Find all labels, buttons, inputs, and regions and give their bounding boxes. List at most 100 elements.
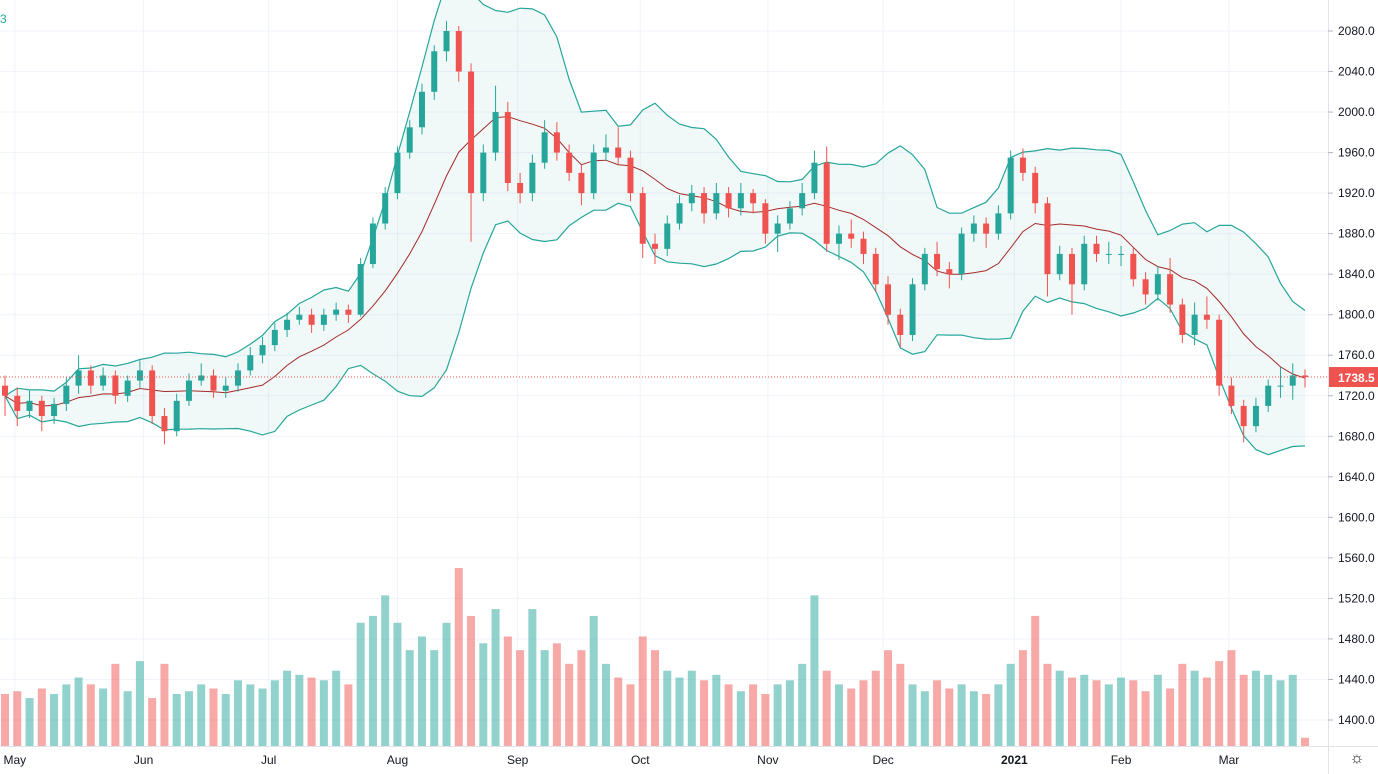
candle-body xyxy=(443,31,450,52)
candle-body xyxy=(811,162,818,194)
candle-body xyxy=(308,314,315,325)
candle-body xyxy=(578,172,585,194)
candle xyxy=(848,219,855,248)
x-tick-label: Jul xyxy=(261,753,276,767)
candle xyxy=(1252,397,1259,433)
y-tick-label: 1400.0 xyxy=(1338,713,1375,727)
candle xyxy=(1216,314,1223,396)
volume-bar xyxy=(37,688,46,746)
volume-bar xyxy=(1215,661,1224,746)
candle-body xyxy=(431,51,438,92)
candle-body xyxy=(1093,243,1100,254)
candle-body xyxy=(701,193,708,214)
volume-bar xyxy=(405,650,414,746)
candle xyxy=(87,365,94,394)
candle-body xyxy=(75,370,82,386)
candle-body xyxy=(995,213,1002,234)
candle xyxy=(51,397,58,425)
candle xyxy=(100,367,107,391)
candle-body xyxy=(1167,274,1174,305)
candle-body xyxy=(1007,157,1014,214)
candle-body xyxy=(983,223,990,234)
volume-bar xyxy=(197,684,206,746)
candle-body xyxy=(284,319,291,330)
candle-body xyxy=(602,147,609,153)
candle-body xyxy=(517,182,524,194)
volume-bar xyxy=(148,698,157,746)
candle xyxy=(1019,148,1026,181)
candle xyxy=(247,347,254,376)
candle-body xyxy=(627,157,634,194)
candle-body xyxy=(112,375,119,396)
candle xyxy=(970,215,977,242)
candle-body xyxy=(333,309,340,315)
band-fill xyxy=(5,0,1305,455)
y-tick-label: 1640.0 xyxy=(1338,470,1375,484)
candle-body xyxy=(750,193,757,204)
volume-bar xyxy=(626,684,635,746)
candle-body xyxy=(786,208,793,224)
y-tick-label: 1840.0 xyxy=(1338,267,1375,281)
candle xyxy=(382,187,389,230)
candle-body xyxy=(860,238,867,254)
volume-bar xyxy=(1,693,9,746)
candle xyxy=(455,25,462,82)
volume-bar xyxy=(1067,677,1076,746)
candle xyxy=(1081,235,1088,291)
candle-body xyxy=(713,193,720,214)
candle-body xyxy=(652,243,658,249)
candle xyxy=(149,365,156,425)
volume-bar xyxy=(1227,650,1236,746)
candle xyxy=(578,164,585,206)
volume-bar xyxy=(687,670,696,746)
price-axis-border xyxy=(1328,0,1329,774)
volume-bar xyxy=(601,663,610,746)
volume-bar xyxy=(319,680,328,746)
candle-body xyxy=(762,203,769,234)
candle-body xyxy=(823,162,830,244)
candle xyxy=(934,241,941,277)
candle xyxy=(1167,257,1174,313)
candle-body xyxy=(737,193,744,209)
y-tick-label: 1560.0 xyxy=(1338,551,1375,565)
candle xyxy=(1105,241,1112,265)
volume-bar xyxy=(1276,680,1285,746)
volume-bar xyxy=(368,615,377,746)
volume-bar xyxy=(1141,691,1150,746)
candle-body xyxy=(480,152,487,194)
candle-body xyxy=(1191,314,1198,335)
candle xyxy=(492,85,499,161)
volume-bar xyxy=(675,677,684,746)
x-tick-label: May xyxy=(3,753,26,767)
volume-bar xyxy=(246,684,255,746)
candle-body xyxy=(369,223,376,265)
x-tick-label: Oct xyxy=(631,753,650,767)
volume-bar xyxy=(749,684,758,746)
candle-body xyxy=(271,329,278,346)
volume-bar xyxy=(847,688,856,746)
candle xyxy=(823,146,830,252)
candle xyxy=(639,187,646,258)
candle xyxy=(504,101,511,192)
candle xyxy=(1007,150,1014,220)
candle xyxy=(553,122,560,161)
settings-gear-icon[interactable]: ☼ xyxy=(1349,750,1365,767)
price-axis[interactable]: 1400.0 1440.0 1480.0 1520.0 1560.0 1600.0 1640… xyxy=(1328,0,1378,774)
candle xyxy=(602,134,609,161)
volume-bar xyxy=(1264,674,1273,746)
time-axis[interactable]: May Jun Jul Aug Sep Oct Nov Dec 2021 Feb Mar xyxy=(0,746,1378,767)
candle xyxy=(345,304,352,323)
volume-bar xyxy=(528,609,537,746)
candle xyxy=(799,182,806,216)
candle xyxy=(688,185,695,212)
y-tick-label: 1920.0 xyxy=(1338,186,1375,200)
volume-bar xyxy=(1129,680,1138,746)
upper-band-line xyxy=(4,0,1306,397)
candle xyxy=(786,201,793,230)
volume-bar xyxy=(1239,674,1248,746)
candle-body xyxy=(320,314,327,325)
candle xyxy=(75,355,82,394)
candle xyxy=(517,172,524,204)
volume-bar xyxy=(344,684,353,746)
